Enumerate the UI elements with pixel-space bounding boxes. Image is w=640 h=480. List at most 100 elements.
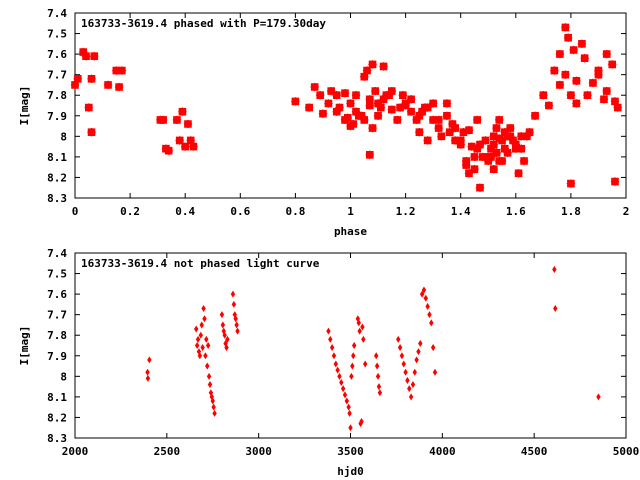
data-point xyxy=(172,115,182,125)
data-point xyxy=(332,91,341,100)
data-point xyxy=(407,385,412,393)
x-tick-label: 0.2 xyxy=(120,205,140,218)
y-tick-label: 7.7 xyxy=(47,309,67,322)
data-point xyxy=(429,319,434,327)
data-point xyxy=(310,82,319,92)
data-point xyxy=(194,325,199,333)
data-point xyxy=(212,409,217,417)
x-tick-label: 2 xyxy=(623,205,630,218)
data-point xyxy=(374,352,379,360)
data-point xyxy=(470,152,479,162)
data-point xyxy=(415,128,424,137)
data-point xyxy=(365,95,374,104)
y-tick-label: 7.9 xyxy=(47,110,67,123)
data-point xyxy=(421,286,427,294)
data-point xyxy=(464,126,474,135)
data-point xyxy=(384,91,394,100)
data-point xyxy=(387,105,396,114)
phased-light-curve-panel: 0 0.2 0.4 0.6 0.8 1 1.2 1.4 1.6 1.8 2 7.4 7.5 7.6 7.7 7… xyxy=(18,7,629,238)
data-point xyxy=(486,152,496,162)
data-point xyxy=(147,356,152,364)
data-point xyxy=(555,49,565,59)
y-tick-label: 8.2 xyxy=(47,411,67,424)
data-point xyxy=(351,91,361,100)
data-point xyxy=(361,335,366,343)
x-axis-label: hjd0 xyxy=(337,465,364,478)
data-point xyxy=(552,265,557,273)
data-point xyxy=(207,381,213,389)
data-point xyxy=(423,136,432,145)
data-point xyxy=(599,95,609,104)
data-point xyxy=(234,321,239,329)
x-axis-label: phase xyxy=(334,225,367,238)
data-point xyxy=(219,311,225,319)
data-point xyxy=(360,72,369,81)
data-point xyxy=(580,54,589,63)
data-point xyxy=(451,123,460,133)
data-point xyxy=(337,372,342,380)
data-point xyxy=(481,136,490,145)
x-tick-label: 2000 xyxy=(62,445,89,458)
data-point xyxy=(73,74,82,83)
data-point xyxy=(442,99,452,108)
data-point xyxy=(374,362,380,370)
data-point xyxy=(377,389,383,397)
data-point xyxy=(495,156,504,166)
data-point xyxy=(522,132,531,141)
y-tick-label: 7.4 xyxy=(47,247,67,260)
x-tick-label: 0 xyxy=(72,205,79,218)
data-point xyxy=(470,165,479,174)
data-point xyxy=(235,327,240,335)
x-tick-label: 4000 xyxy=(429,445,456,458)
data-point xyxy=(405,376,410,384)
data-point xyxy=(608,60,617,69)
data-point xyxy=(399,352,405,360)
data-point xyxy=(201,304,206,313)
data-point xyxy=(359,418,364,426)
data-point xyxy=(231,300,237,308)
x-tick-label: 1.8 xyxy=(561,205,581,218)
data-point xyxy=(550,66,559,75)
data-point xyxy=(145,374,151,382)
data-point xyxy=(205,341,211,350)
data-point xyxy=(503,148,512,157)
data-point xyxy=(365,150,374,159)
y-axis-label: I[mag] xyxy=(18,86,31,126)
data-point xyxy=(220,321,226,329)
data-point xyxy=(224,344,229,352)
data-point xyxy=(87,74,96,83)
data-point xyxy=(159,115,168,125)
data-point xyxy=(103,80,113,90)
y-tick-label: 8.3 xyxy=(47,192,67,205)
data-point xyxy=(406,95,416,104)
data-point xyxy=(553,304,558,313)
data-point xyxy=(379,62,388,71)
data-point xyxy=(205,362,210,370)
y-tick-label: 7.9 xyxy=(47,350,67,363)
data-point xyxy=(202,315,207,323)
data-point xyxy=(350,362,355,370)
data-point xyxy=(561,23,570,32)
chart-title: 163733-3619.4 not phased light curve xyxy=(81,257,320,270)
data-point xyxy=(197,352,203,360)
x-tick-label: 1.4 xyxy=(451,205,471,218)
data-point xyxy=(437,132,446,141)
data-point xyxy=(344,397,350,405)
data-point xyxy=(610,97,620,106)
data-point xyxy=(175,136,184,145)
data-point xyxy=(456,136,465,145)
data-point xyxy=(396,335,401,343)
data-point xyxy=(416,348,421,356)
data-point xyxy=(164,146,173,155)
data-point xyxy=(339,378,344,387)
data-point xyxy=(368,60,377,69)
data-point xyxy=(610,177,620,186)
data-point xyxy=(544,101,554,110)
y-tick-label: 8.3 xyxy=(47,432,67,445)
data-point xyxy=(572,99,581,108)
data-point xyxy=(495,134,504,143)
data-point xyxy=(305,103,314,112)
data-point xyxy=(335,366,340,374)
data-point xyxy=(208,389,214,397)
